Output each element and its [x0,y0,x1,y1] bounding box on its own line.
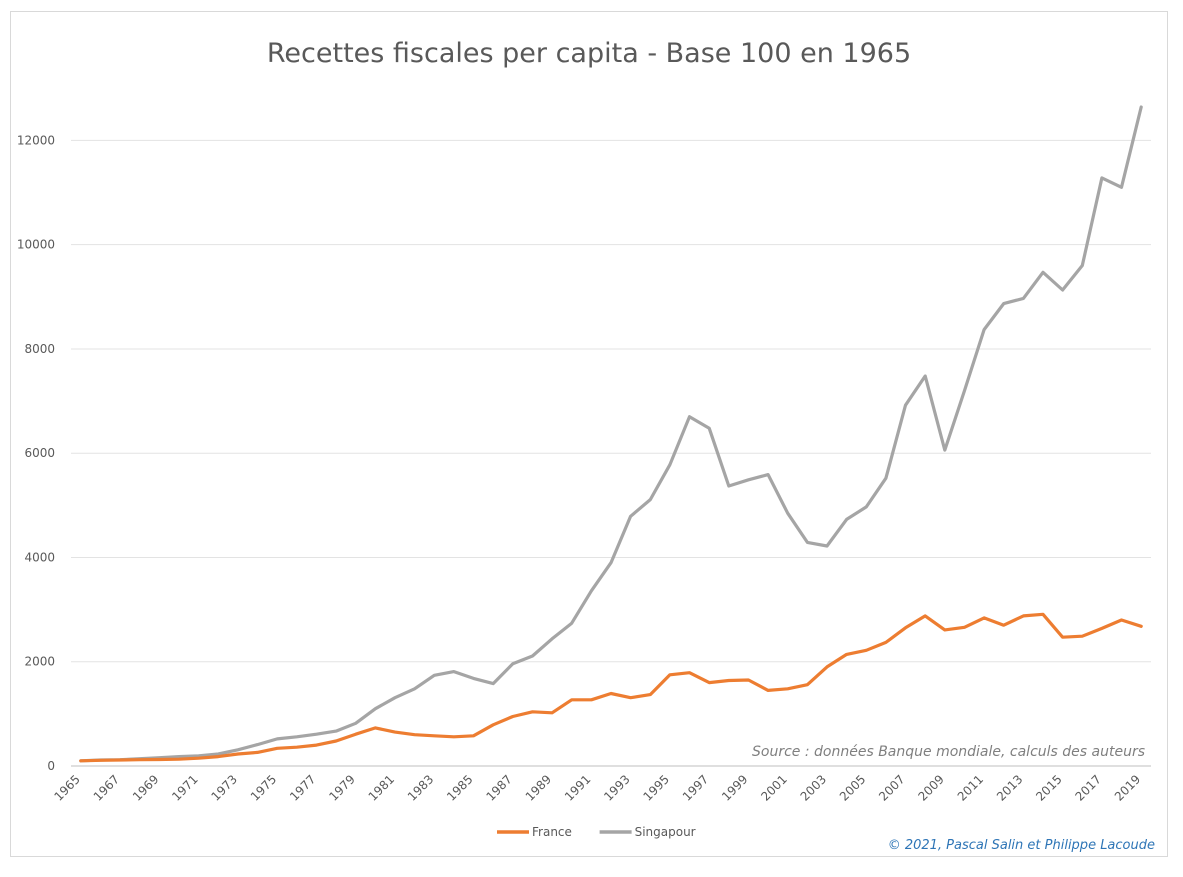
y-axis-ticks: 0 2000 4000 6000 8000 10000 12000 [17,133,55,773]
chart-frame: Recettes fiscales per capita - Base 100 … [10,11,1168,857]
copyright-text: © 2021, Pascal Salin et Philippe Lacoude [888,838,1155,853]
x-tick-label: 2007 [876,772,907,803]
y-tick-label: 12000 [17,133,55,147]
legend-label-singapour: Singapour [635,825,696,839]
x-tick-label: 1981 [366,772,397,803]
x-tick-label: 1991 [562,772,593,803]
x-tick-label: 2011 [955,772,986,803]
x-tick-label: 2017 [1073,772,1104,803]
grid-lines [71,139,1151,767]
y-tick-label: 4000 [24,550,55,564]
x-tick-label: 2009 [915,772,946,803]
x-tick-label: 1971 [169,772,200,803]
y-tick-label: 2000 [24,655,55,669]
x-tick-label: 2005 [837,772,868,803]
x-tick-label: 1969 [130,772,161,803]
legend: France Singapour [497,825,696,839]
legend-label-france: France [532,825,572,839]
x-tick-label: 1983 [405,772,436,803]
x-tick-label: 1993 [601,772,632,803]
x-tick-label: 1987 [483,772,514,803]
x-tick-label: 2013 [994,772,1025,803]
x-tick-label: 2015 [1033,772,1064,803]
x-tick-label: 1975 [248,772,279,803]
x-tick-label: 1985 [444,772,475,803]
x-tick-label: 1967 [91,772,122,803]
chart-title: Recettes fiscales per capita - Base 100 … [267,38,911,69]
series-line-singapour [79,105,1143,763]
y-tick-label: 6000 [24,446,55,460]
y-tick-label: 0 [47,759,55,773]
x-tick-label: 1999 [719,772,750,803]
line-chart: Recettes fiscales per capita - Base 100 … [17,38,1155,853]
x-tick-label: 2019 [1112,772,1143,803]
x-tick-label: 1995 [641,772,672,803]
x-tick-label: 1973 [209,772,240,803]
y-tick-label: 8000 [24,342,55,356]
x-tick-label: 1989 [523,772,554,803]
x-tick-label: 1965 [51,772,82,803]
x-tick-label: 2003 [798,772,829,803]
x-tick-label: 1977 [287,772,318,803]
y-tick-label: 10000 [17,238,55,252]
x-tick-label: 1997 [680,772,711,803]
series-lines [79,105,1143,763]
x-tick-label: 2001 [758,772,789,803]
source-annotation: Source : données Banque mondiale, calcul… [752,744,1145,760]
x-tick-label: 1979 [326,772,357,803]
x-axis-ticks: 1965 1967 1969 1971 1973 1975 1977 1979 1981 1983… [51,772,1143,803]
series-line-france [79,612,1143,763]
